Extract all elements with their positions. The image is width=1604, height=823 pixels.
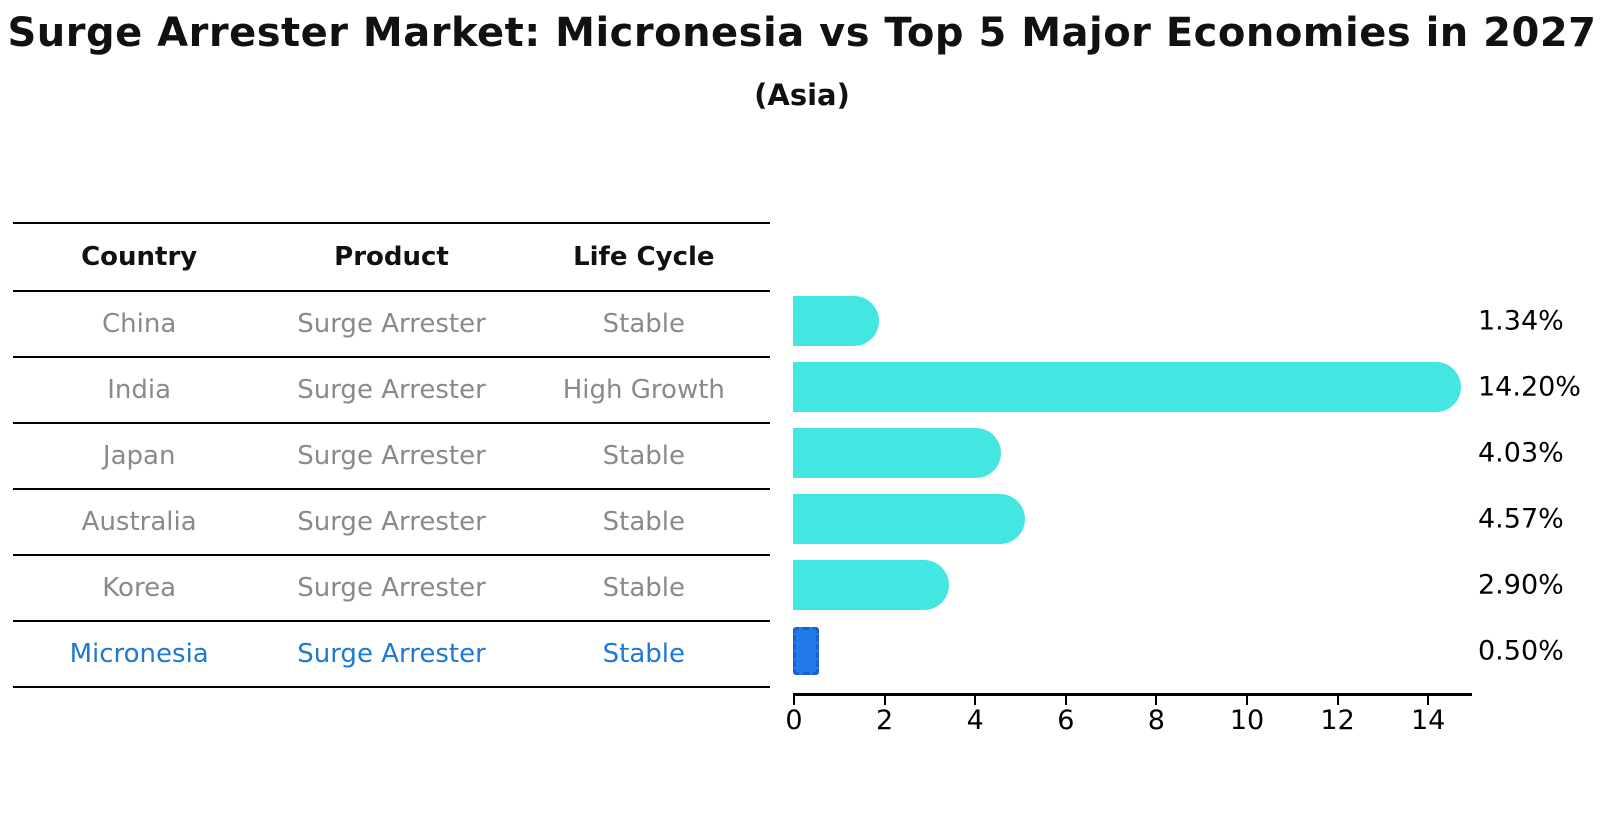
bar-korea [793,560,950,610]
value-label: 0.50% [1478,635,1564,667]
x-tick [1336,696,1339,705]
table-body: China Surge Arrester Stable India Surge Arre… [13,292,770,688]
table-row: Australia Surge Arrester Stable [13,490,770,556]
table-row: India Surge Arrester High Growth [13,358,770,424]
country-table: Country Product Life Cycle China Surge Ar… [13,222,770,688]
page-subtitle: (Asia) [754,78,850,112]
bar-japan [793,428,1001,478]
x-tick [1155,696,1158,705]
product-cell: Surge Arrester [297,639,486,669]
x-tick-label: 12 [1320,705,1355,736]
x-tick [793,696,795,705]
life-cycle-cell: Stable [602,507,685,537]
country-cell: Micronesia [69,639,209,669]
x-tick-label: 2 [876,705,894,736]
product-cell: Surge Arrester [297,375,486,405]
x-tick-label: 14 [1411,705,1446,736]
x-tick [974,696,977,705]
x-tick-label: 4 [966,705,984,736]
table-header-country: Country [81,242,198,272]
table-header-row: Country Product Life Cycle [13,222,770,292]
bar-australia [793,494,1026,544]
value-label: 4.57% [1478,503,1564,535]
life-cycle-cell: Stable [602,639,685,669]
country-cell: China [102,309,177,339]
table-row: Micronesia Surge Arrester Stable [13,622,770,688]
x-tick [1246,696,1248,705]
country-cell: Korea [102,573,177,603]
product-cell: Surge Arrester [297,309,486,339]
product-cell: Surge Arrester [297,573,486,603]
value-label: 1.34% [1478,305,1564,337]
life-cycle-cell: High Growth [562,375,725,405]
country-cell: India [107,375,172,405]
product-cell: Surge Arrester [297,507,486,537]
bar-highlight-micronesia [793,627,819,675]
table-header-life-cycle: Life Cycle [573,242,715,272]
product-cell: Surge Arrester [297,441,486,471]
life-cycle-cell: Stable [602,573,685,603]
value-label: 14.20% [1478,371,1581,403]
value-label: 2.90% [1478,569,1564,601]
x-tick [1427,696,1430,705]
x-tick [883,696,886,705]
country-cell: Australia [81,507,197,537]
table-row: China Surge Arrester Stable [13,292,770,358]
x-tick-label: 0 [785,705,803,736]
life-cycle-cell: Stable [602,309,685,339]
table-row: Japan Surge Arrester Stable [13,424,770,490]
page-title: Surge Arrester Market: Micronesia vs Top… [7,10,1597,56]
table-header-product: Product [334,242,449,272]
x-tick-label: 8 [1147,705,1165,736]
bar-china [793,296,879,346]
x-tick-label: 10 [1229,705,1265,736]
life-cycle-cell: Stable [602,441,685,471]
x-axis-line [793,693,1472,696]
bar-india [793,362,1462,412]
country-cell: Japan [102,441,176,471]
value-label: 4.03% [1478,437,1564,469]
x-tick [1064,696,1067,705]
table-row: Korea Surge Arrester Stable [13,556,770,622]
x-tick-label: 6 [1057,705,1075,736]
